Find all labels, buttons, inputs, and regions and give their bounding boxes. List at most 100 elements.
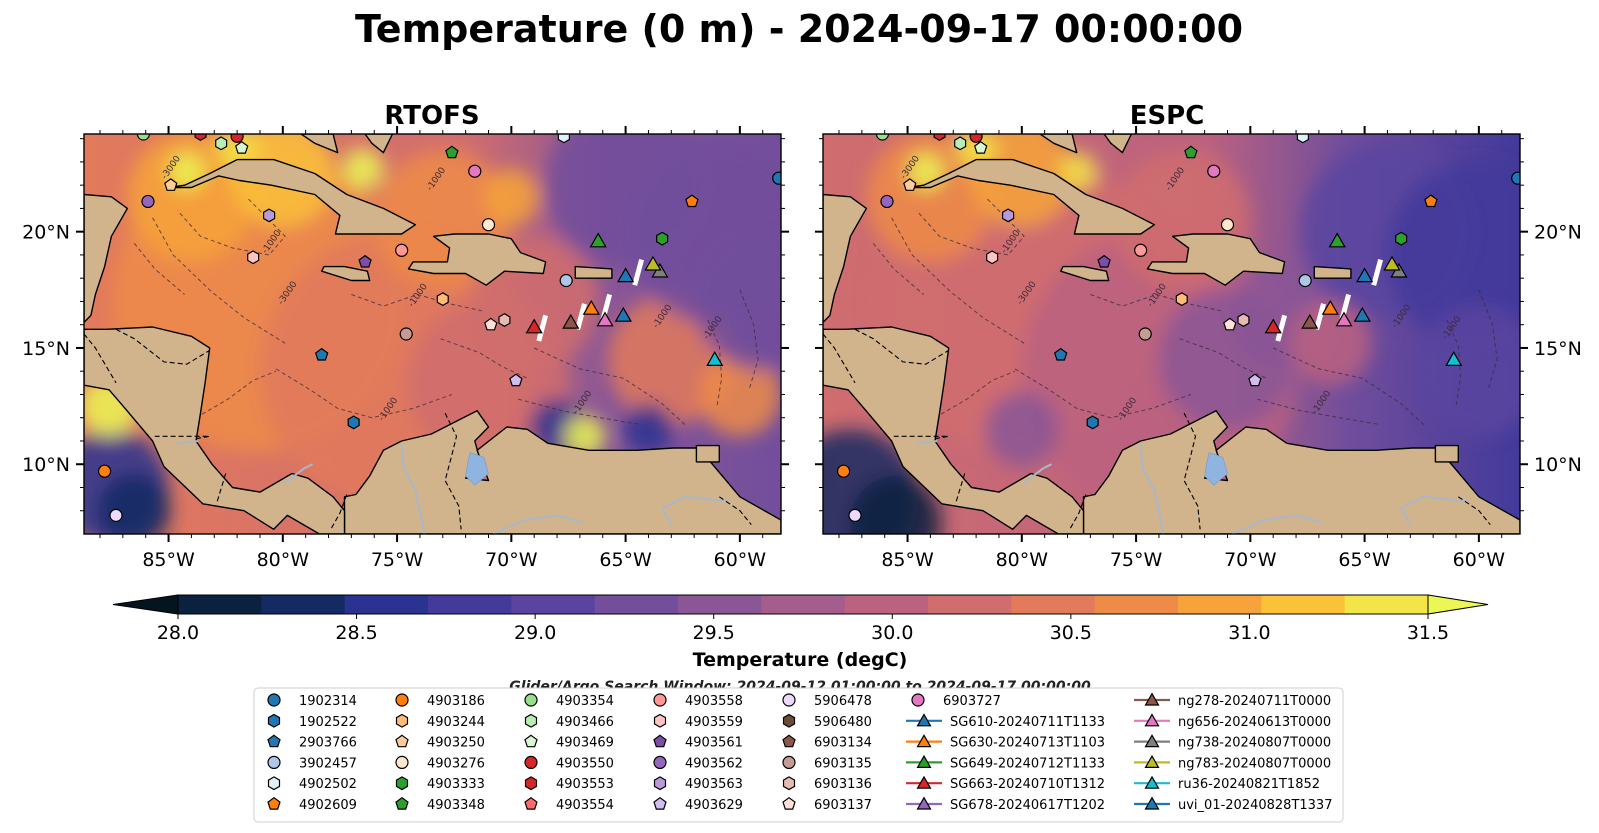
colorbar-segment [594, 595, 679, 614]
legend-label: ru36-20240821T1852 [1178, 777, 1320, 792]
float-marker [445, 145, 459, 159]
float-marker [1298, 273, 1312, 288]
glider-marker [582, 299, 600, 315]
legend-label: 4903559 [685, 715, 743, 730]
legend-label: 4903563 [685, 777, 743, 792]
legend: 1902314 1902522 2903766 3902457 4902502 49026… [253, 687, 1344, 823]
legend-label: 6903135 [814, 756, 872, 771]
colorbar-segment [428, 595, 512, 614]
float-marker [848, 508, 862, 522]
temperature-patch [97, 473, 171, 534]
float-marker [263, 208, 276, 223]
depth-contour [133, 242, 185, 295]
glider-marker [525, 318, 543, 334]
map-area: -1000-1000-1000-3000-3000-1000-1000-1000… [823, 134, 1520, 534]
float-marker [685, 194, 699, 208]
x-tick-label: 70°W [1224, 549, 1277, 571]
country-border [215, 473, 227, 504]
legend-marker [653, 776, 667, 791]
panel-title-rtofs: RTOFS [384, 101, 479, 131]
x-tick-label: 85°W [142, 549, 195, 571]
glider-marker [1335, 311, 1353, 327]
legend-marker [395, 734, 409, 748]
country-border [330, 494, 348, 530]
legend-label: SG649-20240712T1133 [950, 756, 1105, 771]
land-jam [321, 265, 371, 282]
temperature-patch [1387, 161, 1520, 348]
land-pr [1313, 265, 1352, 279]
float-marker [498, 313, 511, 327]
glider-marker [706, 350, 724, 366]
glider-markers [1264, 232, 1463, 366]
x-tick-label: 70°W [485, 549, 538, 571]
legend-label: 4903276 [427, 756, 485, 771]
legend-marker [395, 796, 409, 810]
map-frame [822, 133, 1521, 535]
float-marker [880, 194, 894, 209]
float-marker [215, 136, 228, 151]
float-marker [436, 292, 449, 307]
legend-label: ng278-20240711T0000 [1178, 694, 1331, 709]
glider-marker [614, 306, 632, 322]
glider-track [632, 258, 645, 286]
float-marker [1184, 145, 1198, 159]
country-border [954, 473, 966, 504]
glider-marker [1353, 306, 1371, 322]
river [284, 463, 313, 484]
float-marker [656, 231, 669, 246]
colorbar-extend-high [1427, 594, 1489, 615]
colorbar-segment [1178, 595, 1262, 614]
float-marker [836, 464, 851, 478]
legend-label: 2903766 [299, 736, 357, 751]
glider-marker [1264, 318, 1282, 334]
legend-marker [916, 775, 932, 789]
country-border [115, 328, 210, 365]
colorbar-tick-label: 30.0 [871, 622, 913, 644]
float-marker [1511, 171, 1520, 185]
legend-marker [1144, 713, 1160, 727]
legend-marker [267, 776, 281, 791]
glider-marker [1301, 313, 1319, 329]
land-cuba [906, 158, 1156, 235]
float-marker [314, 347, 329, 361]
y-tick-label: 15°N [1534, 338, 1582, 360]
colorbar-segment [1261, 595, 1346, 614]
colorbar-segment [344, 595, 429, 614]
temperature-patch [850, 475, 942, 534]
legend-label: 4903629 [685, 798, 743, 813]
legend-marker [524, 796, 538, 810]
legend-marker [524, 734, 538, 748]
legend-marker [782, 755, 796, 770]
colorbar-segment [511, 595, 596, 614]
country-border [444, 412, 462, 530]
legend-label: 4902502 [299, 777, 357, 792]
river [400, 443, 426, 534]
river [660, 495, 729, 526]
float-marker [468, 164, 482, 178]
land-ca [84, 326, 346, 534]
legend-label: 4903558 [685, 694, 743, 709]
glider-marker [644, 255, 662, 271]
colorbar-tick-label: 31.5 [1407, 622, 1449, 644]
land-hisp [407, 233, 547, 286]
float-marker [164, 178, 178, 191]
country-border [854, 328, 949, 365]
x-tick-label: 75°W [1110, 549, 1163, 571]
map-panel-rtofs: -1000-1000-1000-3000-3000-1000-1000-1000… [22, 126, 789, 571]
depth-contour [152, 217, 286, 344]
legend-label: 5906480 [814, 715, 872, 730]
y-tick-label: 10°N [22, 454, 70, 476]
depth-contour [934, 370, 1016, 419]
colorbar-tick-label: 29.5 [693, 622, 735, 644]
legend-marker [267, 796, 281, 810]
legend-label: 6903727 [943, 694, 1001, 709]
river [1023, 463, 1052, 484]
colorbar-label: Temperature (degC) [693, 649, 908, 671]
float-marker [141, 194, 155, 209]
depth-contour [1257, 398, 1381, 426]
y-tick-label: 15°N [22, 338, 70, 360]
legend-label: 6903134 [814, 736, 872, 751]
float-marker [557, 134, 571, 144]
colorbar-segment [1011, 595, 1096, 614]
land-bah2 [364, 134, 394, 154]
